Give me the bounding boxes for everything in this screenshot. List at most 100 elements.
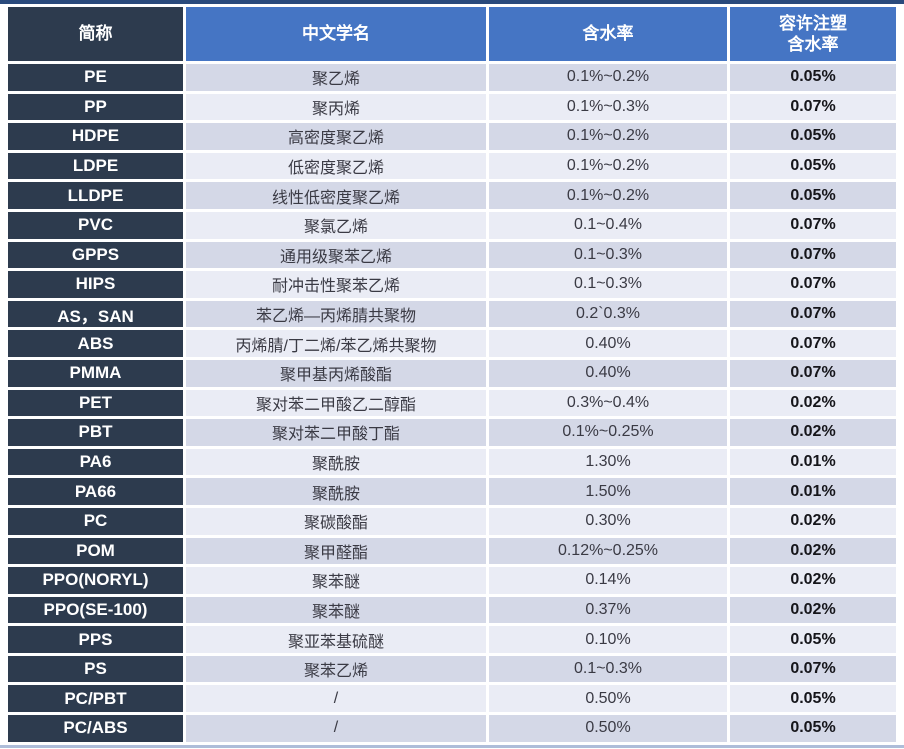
table-row: HDPE 高密度聚乙烯 0.1%~0.2% 0.05% — [8, 123, 896, 150]
cell-allowed-injection-moisture: 0.01% — [730, 478, 896, 505]
table-row: PPS 聚亚苯基硫醚 0.10% 0.05% — [8, 626, 896, 653]
table-top-border — [0, 0, 904, 4]
header-cell-allowed-injection-moisture: 容许注塑 含水率 — [730, 7, 896, 61]
cell-abbreviation: HIPS — [8, 271, 183, 298]
cell-allowed-injection-moisture: 0.01% — [730, 448, 896, 476]
cell-moisture-content: 1.50% — [489, 478, 727, 505]
cell-moisture-content: 0.30% — [489, 507, 727, 535]
cell-chinese-name: 聚对苯二甲酸丁酯 — [186, 419, 486, 446]
cell-moisture-content: 0.37% — [489, 596, 727, 624]
cell-moisture-content: 0.1%~0.2% — [489, 123, 727, 150]
cell-chinese-name: 聚碳酸酯 — [186, 507, 486, 535]
table-row: PBT 聚对苯二甲酸丁酯 0.1%~0.25% 0.02% — [8, 419, 896, 446]
table-row: POM 聚甲醛酯 0.12%~0.25% 0.02% — [8, 537, 896, 565]
cell-moisture-content: 0.10% — [489, 626, 727, 653]
cell-abbreviation: PC/PBT — [8, 685, 183, 713]
cell-moisture-content: 0.1%~0.3% — [489, 93, 727, 121]
cell-allowed-injection-moisture: 0.02% — [730, 537, 896, 565]
cell-allowed-injection-moisture: 0.05% — [730, 715, 896, 742]
table-row: PA66 聚酰胺 1.50% 0.01% — [8, 478, 896, 505]
cell-abbreviation: PP — [8, 93, 183, 121]
cell-moisture-content: 0.3%~0.4% — [489, 389, 727, 417]
cell-abbreviation: ABS — [8, 330, 183, 357]
cell-allowed-injection-moisture: 0.07% — [730, 655, 896, 683]
table-row: LLDPE 线性低密度聚乙烯 0.1%~0.2% 0.05% — [8, 182, 896, 209]
header-cell-chinese-name: 中文学名 — [186, 7, 486, 61]
table-bottom-border — [0, 744, 904, 748]
cell-abbreviation: POM — [8, 537, 183, 565]
cell-allowed-injection-moisture: 0.05% — [730, 152, 896, 180]
materials-moisture-table: 简称 中文学名 含水率 容许注塑 含水率 PE 聚乙烯 0.1%~0.2% 0.05% PP 聚… — [5, 4, 899, 745]
table-row: GPPS 通用级聚苯乙烯 0.1~0.3% 0.07% — [8, 241, 896, 269]
table-row: PC/ABS/0.50% 0.05% — [8, 715, 896, 742]
table-row: PPO(NORYL) 聚苯醚 0.14% 0.02% — [8, 567, 896, 594]
cell-allowed-injection-moisture: 0.05% — [730, 123, 896, 150]
cell-abbreviation: PC/ABS — [8, 715, 183, 742]
cell-moisture-content: 0.1~0.3% — [489, 655, 727, 683]
cell-abbreviation: PET — [8, 389, 183, 417]
cell-chinese-name: 聚甲醛酯 — [186, 537, 486, 565]
cell-abbreviation: LDPE — [8, 152, 183, 180]
table-row: PC 聚碳酸酯 0.30% 0.02% — [8, 507, 896, 535]
cell-moisture-content: 0.1~0.3% — [489, 271, 727, 298]
cell-chinese-name: 聚苯醚 — [186, 596, 486, 624]
table-row: PC/PBT/0.50% 0.05% — [8, 685, 896, 713]
cell-moisture-content: 0.50% — [489, 685, 727, 713]
cell-chinese-name: 聚对苯二甲酸乙二醇酯 — [186, 389, 486, 417]
cell-chinese-name: 聚亚苯基硫醚 — [186, 626, 486, 653]
table-body: PE 聚乙烯 0.1%~0.2% 0.05% PP 聚丙烯 0.1%~0.3% 0.07% HD… — [8, 64, 896, 742]
cell-allowed-injection-moisture: 0.02% — [730, 389, 896, 417]
table-row: PS 聚苯乙烯 0.1~0.3% 0.07% — [8, 655, 896, 683]
table-row: LDPE 低密度聚乙烯 0.1%~0.2% 0.05% — [8, 152, 896, 180]
table-row: PET 聚对苯二甲酸乙二醇酯 0.3%~0.4% 0.02% — [8, 389, 896, 417]
cell-moisture-content: 0.14% — [489, 567, 727, 594]
cell-abbreviation: PA66 — [8, 478, 183, 505]
cell-allowed-injection-moisture: 0.05% — [730, 64, 896, 91]
cell-chinese-name: 低密度聚乙烯 — [186, 152, 486, 180]
cell-chinese-name: / — [186, 715, 486, 742]
cell-chinese-name: 聚丙烯 — [186, 93, 486, 121]
cell-chinese-name: 聚酰胺 — [186, 478, 486, 505]
cell-moisture-content: 0.12%~0.25% — [489, 537, 727, 565]
cell-chinese-name: 聚氯乙烯 — [186, 211, 486, 239]
cell-chinese-name: 聚苯乙烯 — [186, 655, 486, 683]
cell-moisture-content: 0.1%~0.25% — [489, 419, 727, 446]
cell-allowed-injection-moisture: 0.05% — [730, 626, 896, 653]
cell-chinese-name: 耐冲击性聚苯乙烯 — [186, 271, 486, 298]
cell-moisture-content: 0.1~0.4% — [489, 211, 727, 239]
cell-abbreviation: PPO(SE-100) — [8, 596, 183, 624]
cell-moisture-content: 0.1%~0.2% — [489, 64, 727, 91]
cell-chinese-name: 线性低密度聚乙烯 — [186, 182, 486, 209]
cell-allowed-injection-moisture: 0.07% — [730, 241, 896, 269]
cell-abbreviation: GPPS — [8, 241, 183, 269]
cell-moisture-content: 0.40% — [489, 330, 727, 357]
cell-moisture-content: 1.30% — [489, 448, 727, 476]
header-cell-abbreviation: 简称 — [8, 7, 183, 61]
cell-abbreviation: AS，SAN — [8, 300, 183, 328]
cell-abbreviation: PPO(NORYL) — [8, 567, 183, 594]
cell-chinese-name: 高密度聚乙烯 — [186, 123, 486, 150]
cell-abbreviation: PC — [8, 507, 183, 535]
cell-abbreviation: LLDPE — [8, 182, 183, 209]
cell-chinese-name: 苯乙烯—丙烯腈共聚物 — [186, 300, 486, 328]
cell-abbreviation: PE — [8, 64, 183, 91]
cell-abbreviation: PVC — [8, 211, 183, 239]
cell-chinese-name: 通用级聚苯乙烯 — [186, 241, 486, 269]
cell-moisture-content: 0.1%~0.2% — [489, 182, 727, 209]
table-row: PP 聚丙烯 0.1%~0.3% 0.07% — [8, 93, 896, 121]
cell-chinese-name: 聚乙烯 — [186, 64, 486, 91]
cell-allowed-injection-moisture: 0.02% — [730, 567, 896, 594]
cell-abbreviation: PPS — [8, 626, 183, 653]
table-row: AS，SAN 苯乙烯—丙烯腈共聚物 0.2`0.3% 0.07% — [8, 300, 896, 328]
cell-moisture-content: 0.1%~0.2% — [489, 152, 727, 180]
table-row: PVC 聚氯乙烯 0.1~0.4% 0.07% — [8, 211, 896, 239]
table-row: PE 聚乙烯 0.1%~0.2% 0.05% — [8, 64, 896, 91]
cell-abbreviation: PBT — [8, 419, 183, 446]
table-row: HIPS 耐冲击性聚苯乙烯 0.1~0.3% 0.07% — [8, 271, 896, 298]
cell-moisture-content: 0.50% — [489, 715, 727, 742]
cell-chinese-name: 聚酰胺 — [186, 448, 486, 476]
cell-moisture-content: 0.2`0.3% — [489, 300, 727, 328]
cell-allowed-injection-moisture: 0.02% — [730, 596, 896, 624]
cell-allowed-injection-moisture: 0.07% — [730, 271, 896, 298]
